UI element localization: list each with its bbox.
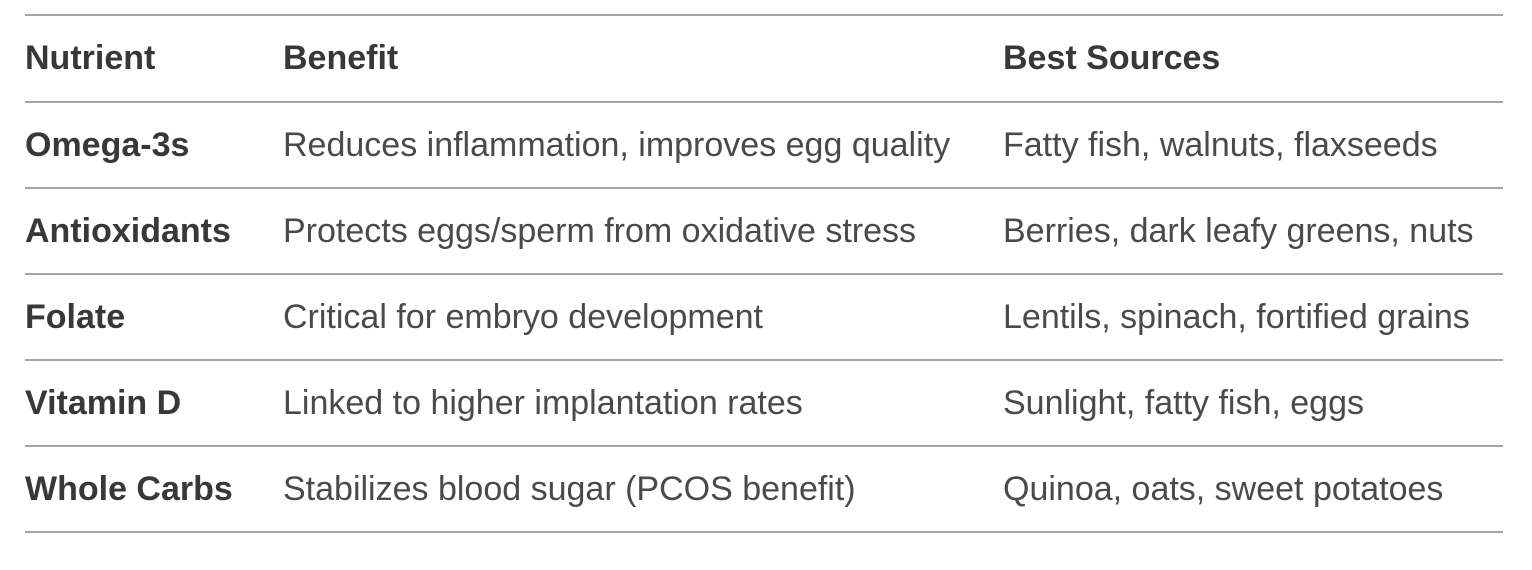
cell-best-sources: Quinoa, oats, sweet potatoes bbox=[1003, 469, 1444, 508]
cell-benefit: Stabilizes blood sugar (PCOS benefit) bbox=[283, 469, 856, 508]
column-header-best-sources: Best Sources bbox=[1003, 39, 1221, 78]
table-body: Omega-3s Reduces inflammation, improves … bbox=[25, 102, 1503, 532]
cell-nutrient: Folate bbox=[25, 297, 126, 336]
cell-best-sources: Lentils, spinach, fortified grains bbox=[1003, 297, 1470, 336]
table-row: Omega-3s Reduces inflammation, improves … bbox=[25, 102, 1503, 188]
cell-best-sources: Berries, dark leafy greens, nuts bbox=[1003, 211, 1474, 250]
column-header-nutrient: Nutrient bbox=[25, 39, 156, 78]
table-row: Antioxidants Protects eggs/sperm from ox… bbox=[25, 188, 1503, 274]
cell-best-sources: Fatty fish, walnuts, flaxseeds bbox=[1003, 125, 1438, 164]
cell-benefit: Linked to higher implantation rates bbox=[283, 383, 803, 422]
cell-nutrient: Omega-3s bbox=[25, 125, 190, 164]
cell-nutrient: Vitamin D bbox=[25, 383, 182, 422]
nutrition-table: Nutrient Benefit Best Sources Omega-3s R… bbox=[25, 14, 1503, 533]
table-header-row: Nutrient Benefit Best Sources bbox=[25, 15, 1503, 102]
column-header-benefit: Benefit bbox=[283, 39, 399, 78]
table-row: Whole Carbs Stabilizes blood sugar (PCOS… bbox=[25, 446, 1503, 532]
cell-best-sources: Sunlight, fatty fish, eggs bbox=[1003, 383, 1364, 422]
cell-benefit: Protects eggs/sperm from oxidative stres… bbox=[283, 211, 917, 250]
cell-benefit: Critical for embryo development bbox=[283, 297, 763, 336]
table-row: Folate Critical for embryo development L… bbox=[25, 274, 1503, 360]
table-row: Vitamin D Linked to higher implantation … bbox=[25, 360, 1503, 446]
cell-benefit: Reduces inflammation, improves egg quali… bbox=[283, 125, 951, 164]
nutrition-table-container: Nutrient Benefit Best Sources Omega-3s R… bbox=[25, 14, 1503, 533]
table-header: Nutrient Benefit Best Sources bbox=[25, 15, 1503, 102]
cell-nutrient: Whole Carbs bbox=[25, 469, 233, 508]
cell-nutrient: Antioxidants bbox=[25, 211, 231, 250]
